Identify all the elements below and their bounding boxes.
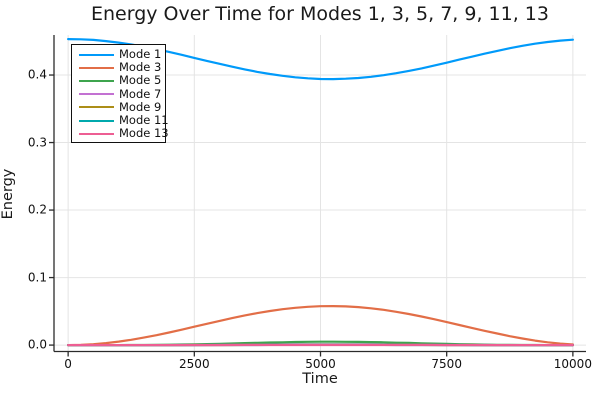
legend-label: Mode 11 <box>119 113 169 128</box>
legend-entry: Mode 9 <box>72 99 165 114</box>
legend-line-sample <box>79 119 114 122</box>
legend-label: Mode 3 <box>119 60 162 75</box>
legend-line-sample <box>79 106 114 109</box>
x-tick-label: 7500 <box>431 357 462 371</box>
legend-label: Mode 9 <box>119 99 162 114</box>
x-tick-label: 10000 <box>553 357 592 371</box>
legend-label: Mode 1 <box>119 47 162 62</box>
x-tick-label: 0 <box>64 357 72 371</box>
legend-line-sample <box>79 53 114 56</box>
legend-line-sample <box>79 66 114 69</box>
y-tick-label: 0.3 <box>27 134 47 149</box>
y-tick-label: 0.2 <box>27 202 47 217</box>
legend-entry: Mode 3 <box>72 61 165 74</box>
legend-label: Mode 5 <box>119 73 162 88</box>
legend-entry: Mode 1 <box>72 48 165 61</box>
legend-entry: Mode 7 <box>72 86 165 101</box>
y-axis-label: Energy <box>0 168 16 220</box>
legend-line-sample <box>79 132 114 135</box>
legend-entry: Mode 11 <box>72 114 169 127</box>
y-tick-label: 0.4 <box>27 67 47 82</box>
legend-line-sample <box>79 79 114 82</box>
legend-label: Mode 13 <box>119 126 169 141</box>
legend-entry: Mode 13 <box>72 127 169 140</box>
legend-entry: Mode 5 <box>72 74 165 87</box>
legend: Mode 1 Mode 3 Mode 5 Mode 7 Mode 9 Mode 11 Mod… <box>71 44 169 144</box>
y-tick-label: 0.1 <box>27 269 47 284</box>
series-line-mode-3 <box>66 305 575 347</box>
x-tick-label: 2500 <box>179 357 210 371</box>
chart-title: Energy Over Time for Modes 1, 3, 5, 7, 9… <box>91 3 549 25</box>
y-tick-label: 0.0 <box>27 337 47 352</box>
x-axis-label: Time <box>302 371 338 387</box>
x-tick-label: 5000 <box>305 357 336 371</box>
legend-label: Mode 7 <box>119 86 162 101</box>
legend-line-sample <box>79 93 114 96</box>
